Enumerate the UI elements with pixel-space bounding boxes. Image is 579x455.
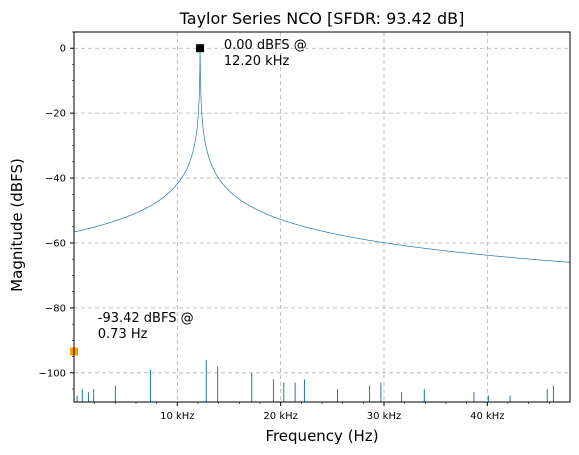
x-axis-label: Frequency (Hz) <box>265 427 378 445</box>
annotation-text: 0.73 Hz <box>98 327 148 342</box>
spectrum-line <box>74 48 570 263</box>
chart-title: Taylor Series NCO [SFDR: 93.42 dB] <box>179 9 465 28</box>
y-tick-label: −100 <box>39 368 66 379</box>
y-tick-label: 0 <box>60 44 66 55</box>
y-tick-label: −40 <box>45 174 66 185</box>
x-tick-label: 20 kHz <box>263 411 297 422</box>
y-axis-label: Magnitude (dBFS) <box>8 158 26 292</box>
x-tick-label: 30 kHz <box>367 411 401 422</box>
annotations: 0.00 dBFS @12.20 kHz -93.42 dBFS @0.73 Hz <box>98 38 307 342</box>
annotation-text: -93.42 dBFS @ <box>98 311 194 326</box>
x-tick-label: 40 kHz <box>470 411 504 422</box>
marker-square <box>196 44 205 53</box>
grid <box>74 32 570 402</box>
spectrum-trace <box>74 48 570 402</box>
y-tick-label: −20 <box>45 109 66 120</box>
plot-frame <box>73 31 571 403</box>
y-tick-label: −80 <box>45 303 66 314</box>
y-axis-ticks: 0 −20 −40 −60 −80 −100 <box>39 31 74 390</box>
x-tick-label: 10 kHz <box>160 411 194 422</box>
markers <box>70 44 205 356</box>
annotation-text: 0.00 dBFS @ <box>224 38 307 53</box>
annotation-text: 12.20 kHz <box>224 54 290 69</box>
y-tick-label: −60 <box>45 238 66 249</box>
x-axis-ticks: 10 kHz 20 kHz 30 kHz 40 kHz <box>94 402 550 422</box>
